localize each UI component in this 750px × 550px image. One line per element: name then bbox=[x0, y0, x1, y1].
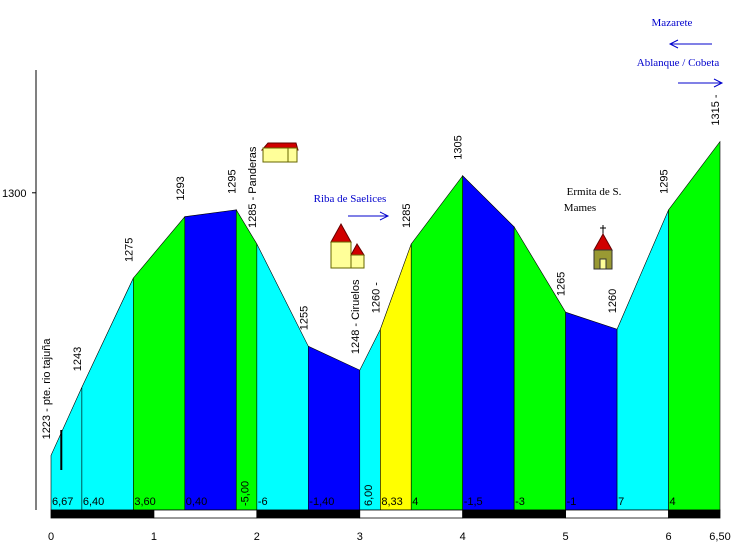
profile-segment bbox=[50, 387, 83, 511]
profile-segment bbox=[81, 277, 134, 511]
gradient-label: 6,00 bbox=[363, 485, 375, 506]
profile-segment bbox=[616, 209, 669, 511]
profile-segment bbox=[184, 209, 237, 511]
altitude-label: 1248 - Ciruelos bbox=[350, 279, 362, 354]
annotation: Ermita de S. bbox=[567, 186, 622, 198]
km-bar bbox=[462, 509, 567, 519]
profile-segment bbox=[462, 175, 515, 511]
gradient-label: -1,5 bbox=[464, 496, 483, 508]
profile-segment bbox=[513, 225, 566, 511]
profile-segment bbox=[380, 243, 412, 511]
gradient-label: 4 bbox=[412, 496, 418, 508]
km-bar bbox=[153, 509, 258, 519]
x-tick-label: 1 bbox=[151, 531, 157, 543]
altitude-label: 1260 bbox=[607, 289, 619, 313]
x-tick-label: 5 bbox=[563, 531, 569, 543]
altitude-label: 1295 bbox=[226, 169, 238, 193]
village-icon bbox=[330, 222, 365, 269]
altitude-label: 1293 bbox=[175, 176, 187, 200]
profile-segment bbox=[133, 215, 186, 511]
gradient-label: 4 bbox=[670, 496, 676, 508]
profile-segment bbox=[359, 329, 381, 511]
annotation: Mames bbox=[564, 202, 596, 214]
x-tick-label: 6,50 bbox=[709, 531, 730, 543]
km-bar bbox=[359, 509, 464, 519]
x-tick-label: 6 bbox=[665, 531, 671, 543]
profile-segment bbox=[565, 311, 618, 511]
gradient-label: 6,67 bbox=[52, 496, 73, 508]
profile-segment bbox=[235, 208, 258, 511]
arrow-head bbox=[713, 78, 724, 88]
km-bar bbox=[565, 509, 669, 519]
profile-segment bbox=[410, 174, 463, 511]
altitude-label: 1260 - bbox=[370, 282, 382, 314]
x-tick-label: 4 bbox=[460, 531, 466, 543]
altitude-label: 1223 - pte. rio tajuña bbox=[41, 338, 53, 440]
gradient-label: -5,00 bbox=[239, 481, 251, 506]
altitude-label: 1255 bbox=[298, 306, 310, 330]
gradient-label: 0,40 bbox=[186, 496, 207, 508]
altitude-label: 1285 - Panderas bbox=[247, 146, 259, 228]
altitude-label: 1285 bbox=[401, 203, 413, 227]
km-bar bbox=[256, 509, 361, 519]
y-tick-label: 1300 bbox=[2, 188, 26, 200]
annotation: Mazarete bbox=[652, 17, 693, 29]
altitude-label: 1295 bbox=[659, 169, 671, 193]
altitude-label: 1315 - bbox=[710, 94, 722, 126]
gradient-label: 7 bbox=[618, 496, 624, 508]
gradient-label: -1,40 bbox=[309, 496, 334, 508]
annotation: Riba de Saelices bbox=[314, 193, 387, 205]
arrow-head bbox=[379, 211, 390, 221]
altitude-label: 1265 bbox=[556, 272, 568, 296]
gradient-label: 8,33 bbox=[381, 496, 402, 508]
altitude-label: 1243 bbox=[72, 347, 84, 371]
altitude-label: 1305 bbox=[453, 135, 465, 159]
plot: 1300 6,67 6,40 3,60 0,40 -5,00 -6 -1,40 6,00 8,33… bbox=[2, 70, 731, 543]
km-bar bbox=[668, 509, 721, 519]
arrow-head bbox=[668, 39, 679, 49]
km-bar bbox=[50, 509, 155, 519]
annotation: Ablanque / Cobeta bbox=[637, 57, 720, 69]
profile-segment bbox=[668, 140, 721, 511]
church-icon bbox=[593, 225, 613, 270]
x-tick-label: 2 bbox=[254, 531, 260, 543]
gradient-label: -3 bbox=[515, 496, 525, 508]
gradient-label: -6 bbox=[258, 496, 268, 508]
x-tick-label: 0 bbox=[48, 531, 54, 543]
x-tick-label: 3 bbox=[357, 531, 363, 543]
profile-segment bbox=[256, 243, 309, 511]
gradient-label: 6,40 bbox=[83, 496, 104, 508]
altitude-label: 1275 bbox=[123, 238, 135, 262]
gradient-label: -1 bbox=[567, 496, 577, 508]
house-icon bbox=[260, 142, 299, 163]
profile-segment bbox=[308, 345, 361, 511]
gradient-label: 3,60 bbox=[134, 496, 155, 508]
